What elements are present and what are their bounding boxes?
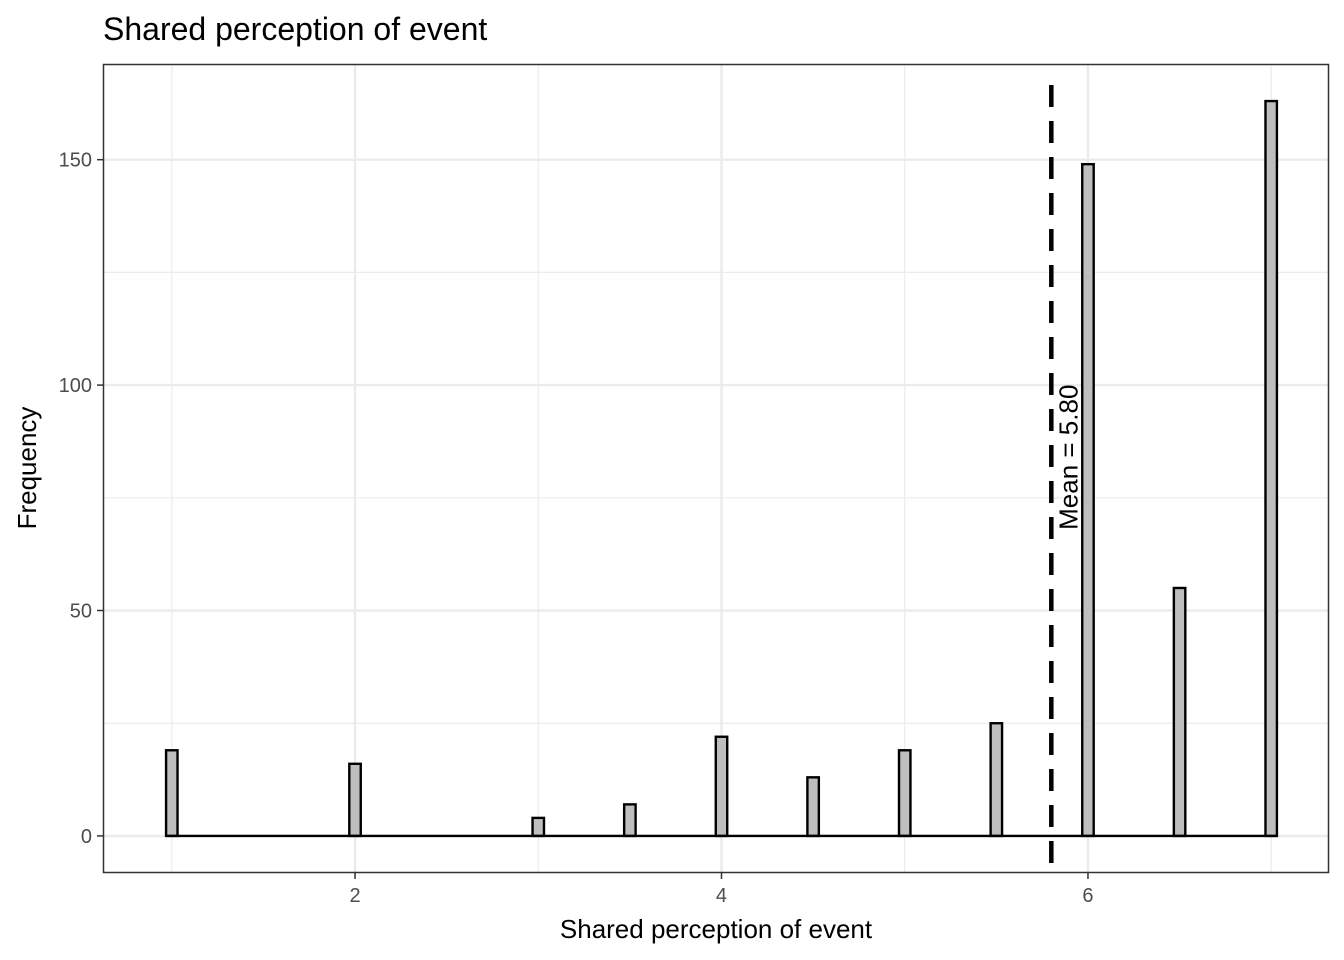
x-tick-label: 4 <box>716 885 727 907</box>
y-tick-label: 0 <box>81 826 92 848</box>
histogram-bar <box>714 735 729 838</box>
y-tick-label: 100 <box>59 375 92 397</box>
chart-title: Shared perception of event <box>103 11 487 47</box>
histogram-bar <box>897 749 912 838</box>
x-tick-label: 2 <box>349 885 360 907</box>
histogram-bar <box>622 803 637 838</box>
y-tick-label: 150 <box>59 150 92 172</box>
x-axis-title: Shared perception of event <box>560 914 873 944</box>
histogram-bar <box>806 776 821 838</box>
mean-line-group: Mean = 5.80 <box>1049 85 1083 872</box>
bars <box>164 99 1279 838</box>
y-axis-title: Frequency <box>12 407 42 530</box>
histogram-bar <box>164 749 179 838</box>
histogram-bar <box>1264 99 1279 838</box>
y-tick-label: 50 <box>70 601 92 623</box>
histogram-bar <box>531 816 546 838</box>
histogram-bar <box>348 762 362 838</box>
histogram-bar <box>1172 586 1187 838</box>
x-tick-label: 6 <box>1082 885 1093 907</box>
mean-label: Mean = 5.80 <box>1053 385 1083 530</box>
histogram-bar <box>989 722 1004 838</box>
histogram-bar <box>1081 162 1095 838</box>
plot-panel-border <box>102 63 1330 874</box>
axis-ticks: 2 4 6 0 50 100 150 <box>59 150 1094 907</box>
